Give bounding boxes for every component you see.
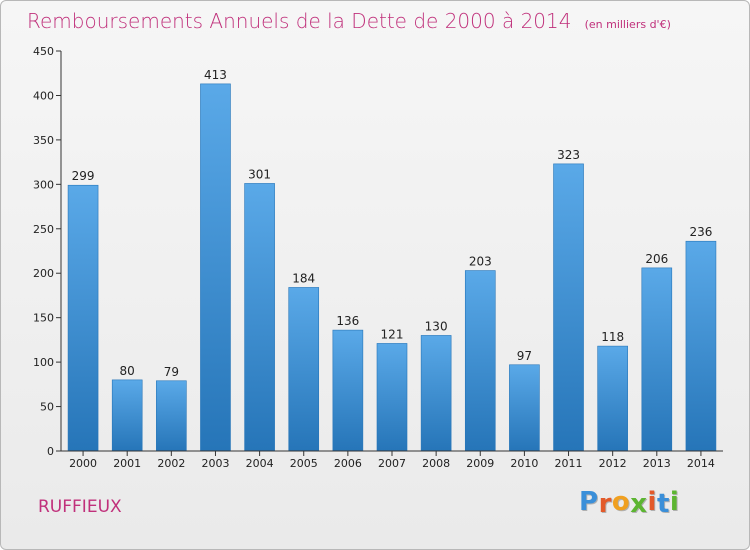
- bar: [156, 380, 187, 452]
- x-tick-label: 2013: [643, 457, 671, 470]
- logo-letter: i: [647, 487, 657, 517]
- commune-name: RUFFIEUX: [38, 497, 122, 517]
- bar-value-label: 118: [601, 330, 624, 344]
- bar: [111, 379, 143, 452]
- bar: [288, 287, 320, 452]
- y-tick-label: 0: [47, 445, 54, 458]
- bar: [509, 364, 540, 452]
- bar: [641, 267, 673, 452]
- x-tick-label: 2014: [687, 457, 715, 470]
- chart-header: Remboursements Annuels de la Dette de 20…: [27, 9, 671, 33]
- bar: [553, 163, 584, 452]
- bar: [332, 329, 364, 452]
- chart-subtitle: (en milliers d'€): [584, 18, 671, 31]
- x-tick-label: 2008: [422, 457, 450, 470]
- x-tick-label: 2000: [69, 457, 97, 470]
- bar-value-label: 136: [336, 314, 359, 328]
- y-tick-label: 450: [33, 45, 54, 58]
- bar-value-label: 79: [164, 365, 179, 379]
- x-tick-label: 2003: [201, 457, 229, 470]
- bar-value-label: 236: [689, 225, 712, 239]
- bar-value-label: 184: [292, 271, 315, 285]
- bar-value-label: 206: [645, 252, 668, 266]
- bar: [67, 184, 99, 452]
- bar-value-label: 80: [120, 364, 135, 378]
- x-tick-label: 2009: [466, 457, 494, 470]
- chart-title: Remboursements Annuels de la Dette de 20…: [27, 9, 572, 33]
- logo-letter: t: [656, 489, 670, 519]
- bar: [200, 83, 231, 452]
- bar: [464, 270, 496, 452]
- bar-value-label: 203: [469, 255, 492, 269]
- bar-value-label: 121: [381, 327, 404, 341]
- x-tick-label: 2011: [555, 457, 583, 470]
- y-tick-label: 400: [33, 89, 54, 102]
- logo-letter: x: [630, 489, 648, 519]
- bar-value-label: 413: [204, 68, 227, 82]
- y-tick-label: 150: [33, 312, 54, 325]
- x-tick-label: 2005: [290, 457, 318, 470]
- x-tick-label: 2010: [510, 457, 538, 470]
- bar-value-label: 130: [425, 319, 448, 333]
- logo-letter: r: [598, 489, 612, 519]
- x-tick-label: 2002: [157, 457, 185, 470]
- x-tick-label: 2012: [599, 457, 627, 470]
- bar-value-label: 97: [517, 349, 532, 363]
- x-tick-label: 2001: [113, 457, 141, 470]
- y-tick-label: 100: [33, 356, 54, 369]
- logo-letter: o: [611, 487, 631, 517]
- bar: [376, 343, 408, 452]
- bar: [244, 183, 275, 452]
- bar: [685, 240, 717, 452]
- bar: [420, 335, 452, 452]
- logo-letter: P: [579, 487, 599, 517]
- bar: [597, 345, 628, 452]
- x-tick-label: 2004: [246, 457, 274, 470]
- y-tick-label: 50: [40, 401, 54, 414]
- bar-value-label: 299: [72, 169, 95, 183]
- bar-value-label: 323: [557, 148, 580, 162]
- proxiti-logo[interactable]: Proxiti: [579, 487, 680, 519]
- y-tick-label: 350: [33, 134, 54, 147]
- bar-value-label: 301: [248, 167, 271, 181]
- y-tick-label: 250: [33, 223, 54, 236]
- x-tick-label: 2006: [334, 457, 362, 470]
- y-tick-label: 200: [33, 267, 54, 280]
- y-tick-label: 300: [33, 178, 54, 191]
- x-tick-label: 2007: [378, 457, 406, 470]
- logo-letter: i: [669, 487, 680, 517]
